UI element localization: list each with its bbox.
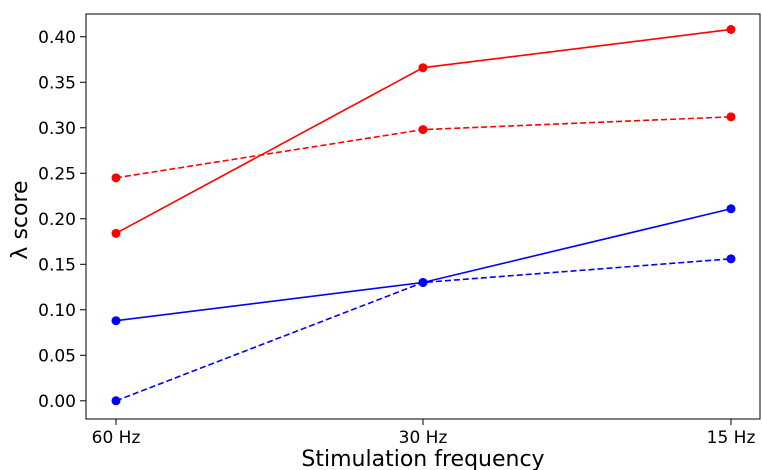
series-2 (111, 112, 736, 183)
x-axis: 60 Hz 30 Hz 15 Hz (92, 419, 756, 448)
y-tick-label: 0.35 (38, 73, 76, 93)
data-point (111, 396, 121, 406)
plot-area (85, 13, 761, 420)
x-axis-title: Stimulation frequency (301, 447, 544, 470)
x-tick-label: 30 Hz (399, 428, 448, 448)
data-point (418, 63, 428, 73)
x-tick-label: 60 Hz (92, 428, 141, 448)
data-point (418, 277, 428, 287)
y-tick-label: 0.00 (38, 392, 76, 412)
data-point (726, 254, 736, 264)
series-line (115, 207, 732, 322)
y-tick-label: 0.10 (38, 301, 76, 321)
data-point (111, 173, 121, 183)
data-point (726, 112, 736, 122)
y-axis-title: λ score (8, 180, 33, 259)
data-point (726, 204, 736, 214)
plot-frame (85, 13, 761, 420)
y-tick-label: 0.05 (38, 346, 76, 366)
data-point (111, 228, 121, 238)
x-tick-label: 15 Hz (707, 428, 756, 448)
y-tick-label: 0.15 (38, 255, 76, 275)
series-4 (111, 254, 736, 406)
y-tick-label: 0.30 (38, 119, 76, 139)
y-tick-label: 0.25 (38, 164, 76, 184)
data-point (418, 125, 428, 135)
data-point (111, 316, 121, 326)
y-tick-label: 0.20 (38, 210, 76, 230)
series-3 (111, 204, 736, 326)
data-point (726, 24, 736, 34)
series-1 (111, 24, 736, 238)
y-axis: 0.00 0.05 0.10 0.15 0.20 0.25 0.30 0.35 0.40 (38, 28, 86, 412)
y-tick-label: 0.40 (38, 28, 76, 48)
